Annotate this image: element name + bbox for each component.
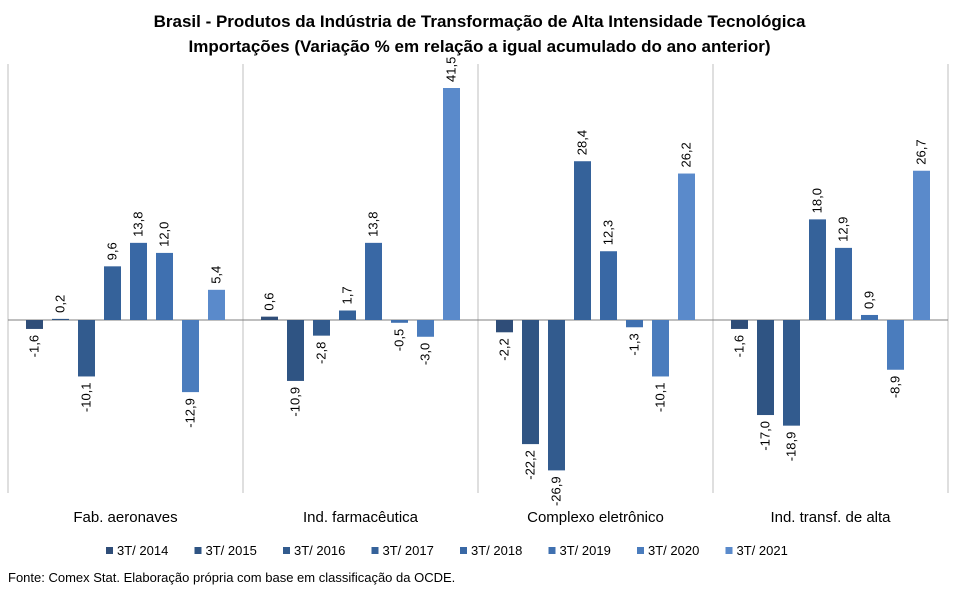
legend-swatch [548, 547, 556, 554]
data-label: 28,4 [575, 130, 590, 155]
bar-fab-aeronaves-3t-2017 [104, 266, 121, 320]
legend-swatch [637, 547, 644, 554]
source-note: Fonte: Comex Stat. Elaboração própria co… [8, 570, 456, 585]
bar-complexo-eletronico-3t-2016 [548, 320, 565, 471]
data-label: 13,8 [366, 212, 381, 237]
data-label: 12,0 [157, 222, 172, 247]
category-label: Fab. aeronaves [73, 509, 177, 526]
chart-title: Brasil - Produtos da Indústria de Transf… [153, 12, 806, 31]
chart-subtitle: Importações (Variação % em relação a igu… [188, 37, 771, 56]
bar-ind-farmaceutica-3t-2019 [391, 320, 408, 323]
legend-label: 3T/ 2018 [471, 543, 522, 558]
data-label: -10,1 [653, 382, 668, 412]
legend-swatch [106, 547, 113, 554]
bar-ind-farmaceutica-3t-2015 [287, 320, 304, 381]
bar-ind-farmaceutica-3t-2014 [261, 316, 278, 320]
legend-label: 3T/ 2016 [294, 543, 345, 558]
bar-ind-farmaceutica-3t-2017 [339, 310, 356, 320]
bar-fab-aeronaves-3t-2020 [182, 320, 199, 393]
bar-fab-aeronaves-3t-2015 [52, 318, 69, 320]
data-label: 13,8 [131, 212, 146, 237]
data-label: 18,0 [810, 188, 825, 213]
bar-fab-aeronaves-3t-2018 [130, 242, 147, 320]
bar-ind-transf-de-alta-3t-2017 [809, 219, 826, 320]
bar-fab-aeronaves-3t-2016 [78, 320, 95, 377]
bar-complexo-eletronico-3t-2018 [600, 251, 617, 320]
bar-ind-farmaceutica-3t-2021 [443, 88, 460, 320]
data-label: 26,2 [679, 142, 694, 167]
data-label: -2,8 [314, 342, 329, 364]
data-label: -2,2 [497, 338, 512, 360]
legend-label: 3T/ 2017 [383, 543, 434, 558]
legend-label: 3T/ 2021 [737, 543, 788, 558]
data-label: -17,0 [758, 421, 773, 451]
data-label: -3,0 [418, 343, 433, 365]
legend-label: 3T/ 2014 [117, 543, 168, 558]
category-label: Complexo eletrônico [527, 509, 664, 526]
legend-swatch [283, 547, 290, 554]
bar-ind-transf-de-alta-3t-2021 [913, 170, 930, 320]
data-label: 41,5 [444, 57, 459, 82]
data-label: 0,2 [53, 295, 68, 313]
data-label: -1,3 [627, 333, 642, 355]
bar-complexo-eletronico-3t-2020 [652, 320, 669, 377]
legend-label: 3T/ 2019 [560, 543, 611, 558]
data-label: -22,2 [523, 450, 538, 480]
bar-ind-farmaceutica-3t-2020 [417, 320, 434, 337]
data-label: -0,5 [392, 329, 407, 351]
category-label: Ind. farmacêutica [303, 509, 419, 526]
data-label: 5,4 [209, 266, 224, 284]
bar-ind-transf-de-alta-3t-2016 [783, 320, 800, 426]
data-label: -10,1 [79, 382, 94, 412]
data-label: -18,9 [784, 432, 799, 462]
data-label: -12,9 [183, 398, 198, 428]
bar-complexo-eletronico-3t-2014 [496, 320, 513, 333]
bar-ind-farmaceutica-3t-2016 [313, 320, 330, 336]
category-label: Ind. transf. de alta [770, 509, 891, 526]
bar-fab-aeronaves-3t-2019 [156, 252, 173, 320]
data-label: 12,3 [601, 220, 616, 245]
data-label: 9,6 [105, 242, 120, 260]
legend-swatch [194, 547, 202, 554]
bar-ind-transf-de-alta-3t-2019 [861, 314, 878, 320]
data-label: -1,6 [27, 335, 42, 357]
bar-complexo-eletronico-3t-2019 [626, 320, 643, 328]
data-label: 26,7 [914, 139, 929, 164]
bar-ind-farmaceutica-3t-2018 [365, 242, 382, 320]
bar-fab-aeronaves-3t-2014 [26, 320, 43, 329]
data-label: 0,6 [262, 293, 277, 311]
legend-swatch [725, 547, 733, 554]
bar-ind-transf-de-alta-3t-2015 [757, 320, 774, 416]
data-label: 1,7 [340, 286, 355, 304]
legend-label: 3T/ 2015 [206, 543, 257, 558]
data-label: 0,9 [862, 291, 877, 309]
bar-ind-transf-de-alta-3t-2020 [887, 320, 904, 370]
bar-complexo-eletronico-3t-2015 [522, 320, 539, 445]
bar-ind-transf-de-alta-3t-2018 [835, 247, 852, 320]
legend-label: 3T/ 2020 [648, 543, 699, 558]
legend-swatch [460, 547, 467, 554]
data-label: -8,9 [888, 376, 903, 398]
data-label: 12,9 [836, 217, 851, 242]
bar-complexo-eletronico-3t-2017 [574, 161, 591, 320]
data-label: -1,6 [732, 335, 747, 357]
bar-ind-transf-de-alta-3t-2014 [731, 320, 748, 329]
bar-fab-aeronaves-3t-2021 [208, 289, 225, 320]
legend-swatch [371, 547, 379, 554]
data-label: -26,9 [549, 476, 564, 506]
bar-complexo-eletronico-3t-2021 [678, 173, 695, 320]
data-label: -10,9 [288, 387, 303, 417]
